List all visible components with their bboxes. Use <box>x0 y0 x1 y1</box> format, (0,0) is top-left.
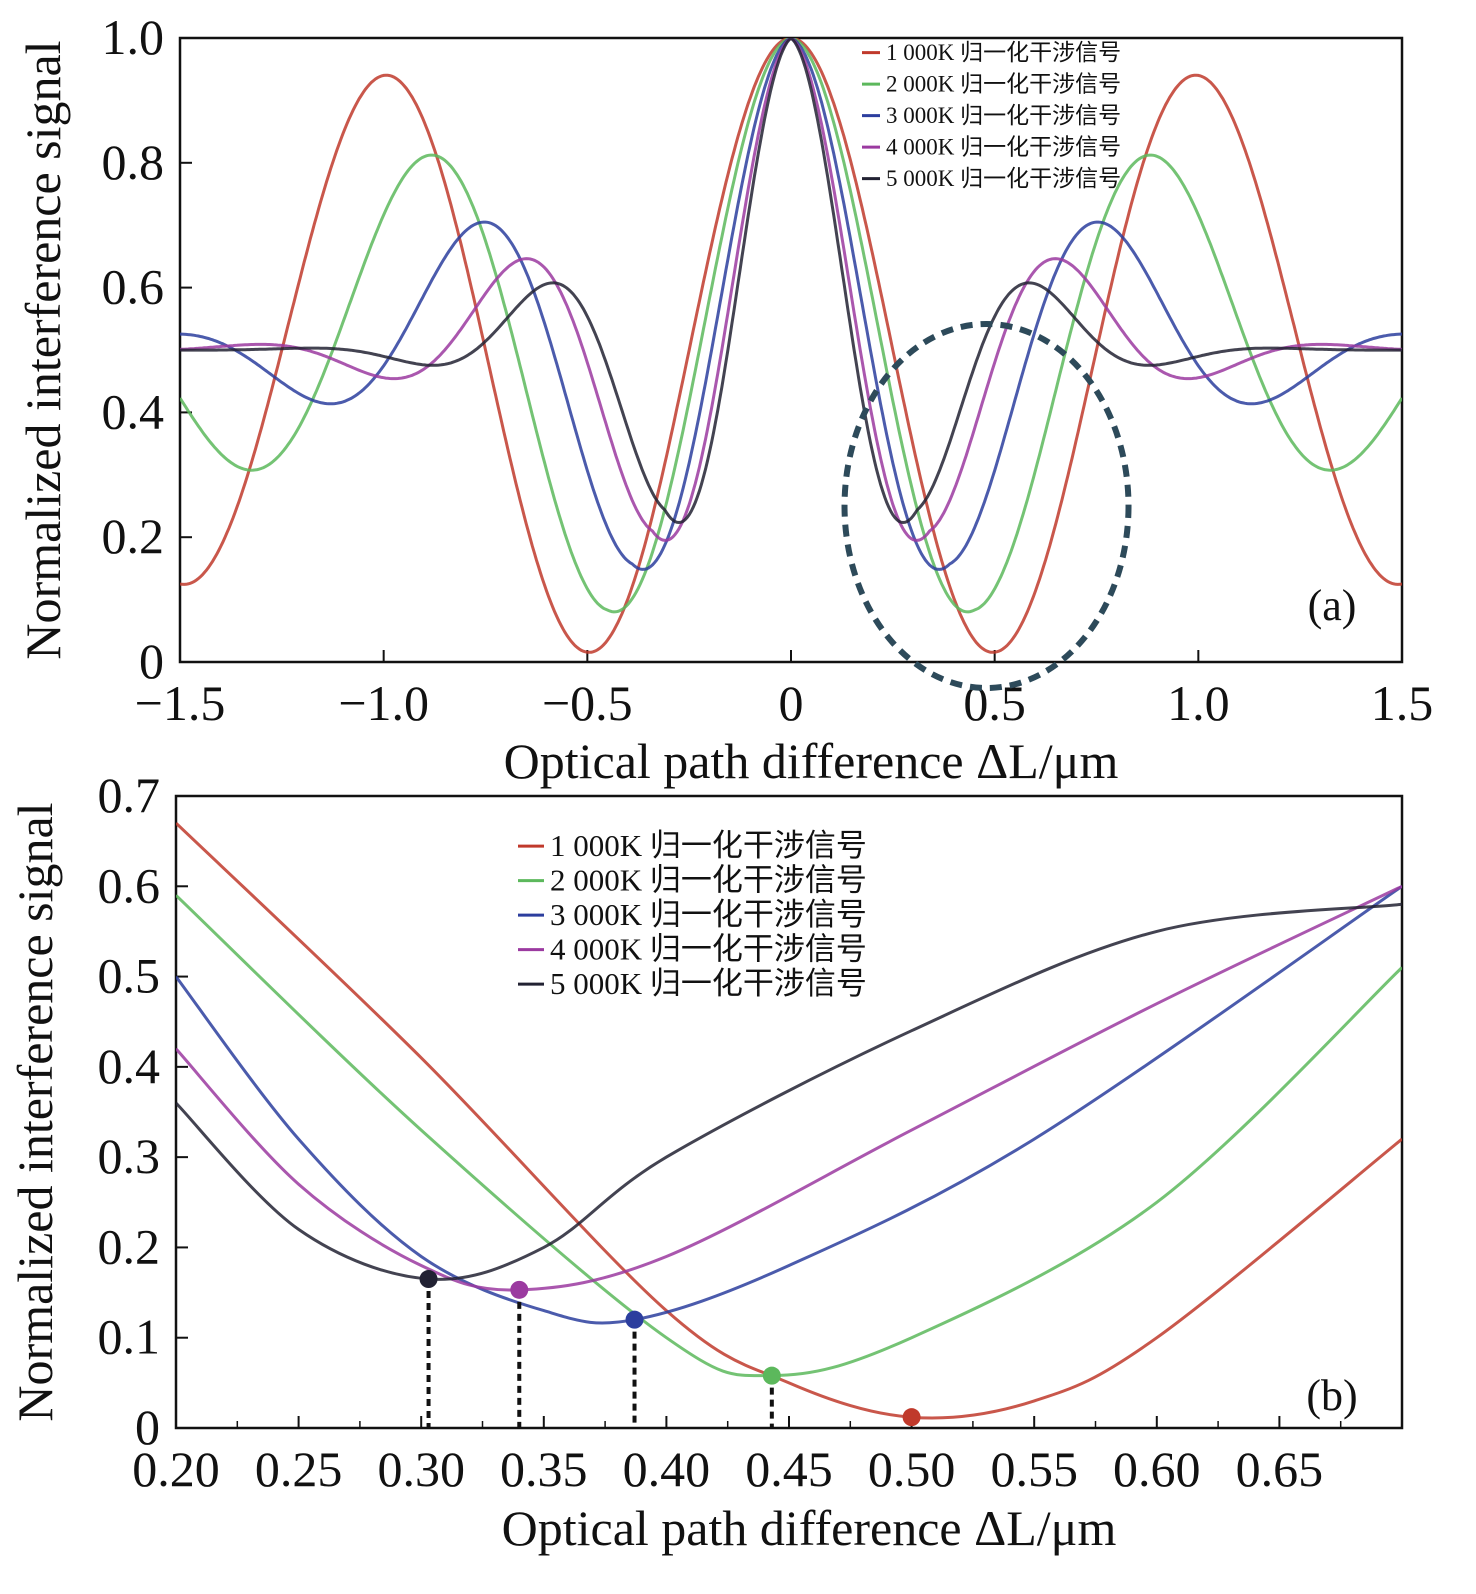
y-tick-label: 0.4 <box>102 383 165 439</box>
y-tick-label: 0.3 <box>98 1128 161 1184</box>
x-tick-label: −0.5 <box>542 675 633 731</box>
series-line-a <box>180 38 1402 654</box>
x-tick-label: 1.5 <box>1371 675 1434 731</box>
y-tick-label: 0.7 <box>98 767 161 823</box>
legend-entry: 1 000K 归一化干涉信号 <box>550 828 867 863</box>
series-line-a <box>180 38 1402 525</box>
x-tick-label: 1.0 <box>1167 675 1230 731</box>
y-tick-label: 0 <box>135 1399 160 1455</box>
legend-entry: 4 000K 归一化干涉信号 <box>550 932 867 967</box>
y-tick-label: 0.8 <box>102 134 165 190</box>
legend-entry: 3 000K 归一化干涉信号 <box>550 897 867 932</box>
highlight-circle <box>841 321 1132 691</box>
legend-entry: 3 000K 归一化干涉信号 <box>886 103 1121 128</box>
series-line-a <box>180 38 1402 571</box>
y-tick-label: 0.4 <box>98 1038 161 1094</box>
y-tick-label: 1.0 <box>102 9 165 65</box>
legend-entry: 2 000K 归一化干涉信号 <box>550 863 867 898</box>
y-tick-label: 0.6 <box>98 857 161 913</box>
x-tick-label: 0.55 <box>990 1441 1078 1497</box>
y-axis-title: Normalized interference signal <box>7 802 63 1421</box>
legend-entry: 1 000K 归一化干涉信号 <box>886 40 1121 65</box>
y-tick-label: 0.1 <box>98 1309 161 1365</box>
x-tick-label: 0 <box>779 675 804 731</box>
minimum-marker <box>625 1310 644 1329</box>
x-tick-label: −1.0 <box>338 675 429 731</box>
y-tick-label: 0 <box>139 633 164 689</box>
minimum-marker <box>762 1366 781 1385</box>
x-tick-label: 0.35 <box>500 1441 588 1497</box>
legend-entry: 5 000K 归一化干涉信号 <box>550 966 867 1001</box>
y-tick-label: 0.5 <box>98 948 161 1004</box>
x-axis-title: Optical path difference ΔL/μm <box>502 1500 1117 1556</box>
minimum-marker <box>902 1408 921 1427</box>
y-tick-label: 0.6 <box>102 259 165 315</box>
y-axis-title: Normalized interference signal <box>15 40 71 659</box>
series-line-a <box>180 38 1402 542</box>
x-tick-label: −1.5 <box>135 675 226 731</box>
series-line-b <box>176 822 1402 1420</box>
x-tick-label: 0.20 <box>132 1441 220 1497</box>
minimum-marker <box>510 1280 529 1299</box>
x-tick-label: 0.50 <box>868 1441 956 1497</box>
x-tick-label: 0.45 <box>745 1441 833 1497</box>
series-line-b <box>176 884 1402 1292</box>
legend-entry: 2 000K 归一化干涉信号 <box>886 72 1121 97</box>
x-tick-label: 0.30 <box>377 1441 465 1497</box>
legend-entry: 4 000K 归一化干涉信号 <box>886 135 1121 160</box>
x-axis-title: Optical path difference ΔL/μm <box>504 733 1119 789</box>
series-line-a <box>180 38 1402 614</box>
series-line-b <box>176 902 1402 1281</box>
x-tick-label: 0.65 <box>1236 1441 1324 1497</box>
y-tick-label: 0.2 <box>102 508 165 564</box>
panel-label: (a) <box>1308 581 1357 630</box>
panel-b: 0.20 0.25 0.30 0.35 0.40 0.45 0.50 0.55 0.60 0.65… <box>7 767 1404 1556</box>
legend-entry: 5 000K 归一化干涉信号 <box>886 166 1121 191</box>
x-tick-label: 0.40 <box>623 1441 711 1497</box>
x-tick-label: 0.25 <box>255 1441 343 1497</box>
series-group <box>180 38 1402 654</box>
panel-label: (b) <box>1306 1371 1357 1420</box>
minimum-marker <box>419 1270 438 1289</box>
panel-a: −1.5 −1.0 −0.5 0 0.5 1.0 1.500.20.40.60.81.0Op… <box>15 9 1433 789</box>
x-tick-label: 0.60 <box>1113 1441 1201 1497</box>
y-tick-label: 0.2 <box>98 1218 161 1274</box>
